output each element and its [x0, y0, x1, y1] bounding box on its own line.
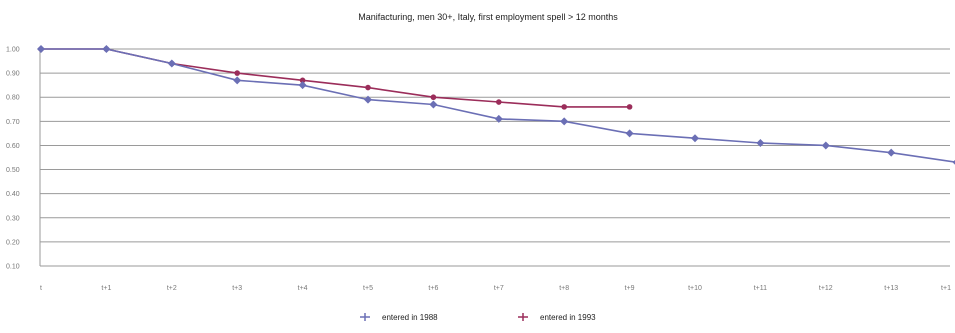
x-tick-label: t+1 [941, 285, 951, 292]
data-point [298, 81, 307, 90]
legend: entered in 1988 entered in 1993 [360, 313, 596, 322]
x-tick-label: t+9 [625, 285, 635, 292]
x-tick-label: t+4 [298, 285, 308, 292]
x-tick-label: t [40, 285, 42, 292]
data-point [560, 117, 569, 126]
data-point [37, 45, 45, 53]
data-point [625, 129, 634, 138]
data-point [167, 59, 176, 68]
x-tick-label: t+13 [884, 285, 898, 292]
y-tick-label: 1.00 [6, 47, 20, 54]
data-point [234, 70, 240, 76]
data-point [496, 99, 502, 105]
y-axis-ticks: 1.00 0.90 0.80 0.70 0.60 0.50 0.40 0.30 0.20 0.10 [6, 47, 20, 271]
data-point [364, 95, 372, 104]
x-tick-label: t+7 [494, 285, 504, 292]
y-tick-label: 0.10 [6, 264, 20, 271]
x-tick-label: t+12 [819, 285, 833, 292]
data-point [102, 45, 111, 53]
y-tick-label: 0.80 [6, 95, 20, 102]
data-point [430, 94, 437, 101]
data-point [561, 104, 567, 110]
legend-label: entered in 1993 [540, 313, 596, 322]
data-point [233, 76, 242, 85]
x-tick-label: t+2 [167, 285, 177, 292]
legend-label: entered in 1988 [382, 313, 438, 322]
y-tick-label: 0.70 [6, 119, 20, 126]
x-tick-label: t+10 [688, 285, 702, 292]
x-tick-label: t+8 [559, 285, 569, 292]
x-tick-label: t+11 [754, 285, 767, 292]
x-tick-label: t+1 [101, 285, 111, 292]
data-point [756, 139, 765, 148]
y-tick-label: 0.40 [6, 191, 20, 198]
data-point [626, 104, 633, 110]
data-point [429, 100, 438, 109]
data-point [299, 77, 306, 84]
series-2 [38, 46, 633, 110]
series-lines [37, 45, 955, 165]
data-point [887, 148, 896, 157]
y-tick-label: 0.60 [6, 143, 20, 150]
y-tick-label: 0.30 [6, 215, 20, 222]
x-axis-ticks: t t+1 t+2 t+3 t+4 t+5 t+6 t+7 t+8 t+9 t+10 t+11 t+12… [40, 285, 951, 292]
data-point [494, 114, 503, 123]
data-point [952, 159, 955, 165]
series-1 [37, 45, 955, 165]
y-tick-label: 0.90 [6, 71, 20, 78]
gridlines [39, 48, 950, 267]
data-point [365, 84, 371, 91]
legend-item: entered in 1988 [360, 313, 438, 322]
chart-title: Manifacturing, men 30+, Italy, first emp… [358, 12, 618, 22]
x-tick-label: t+5 [363, 285, 373, 292]
y-tick-label: 0.20 [6, 239, 20, 246]
series-line [41, 48, 630, 108]
x-tick-label: t+3 [232, 285, 242, 292]
data-point [691, 134, 699, 143]
y-tick-label: 0.50 [6, 167, 20, 174]
x-tick-label: t+6 [428, 285, 438, 292]
data-point [821, 141, 830, 150]
legend-item: entered in 1993 [518, 313, 596, 322]
